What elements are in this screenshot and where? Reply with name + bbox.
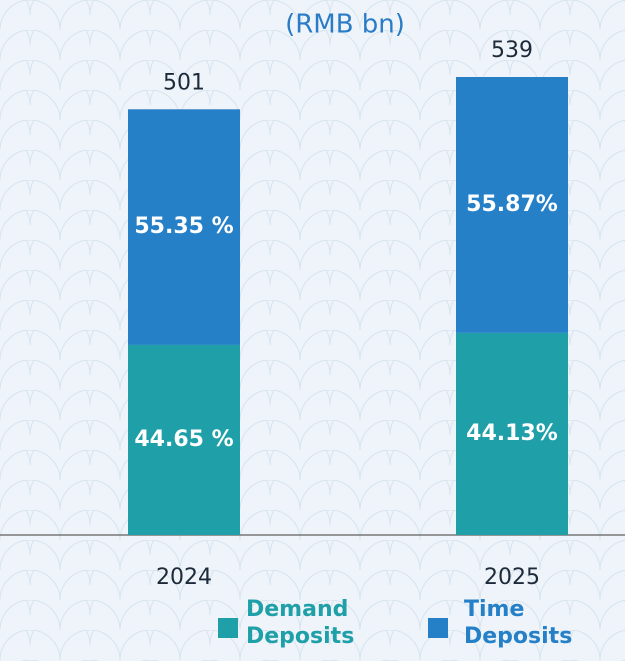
- bar-segment: [128, 109, 240, 345]
- data-label: 55.87%: [466, 192, 558, 217]
- x-tick-label: 2025: [484, 565, 540, 590]
- data-label: 44.65 %: [134, 427, 233, 452]
- data-label: 44.13%: [466, 421, 558, 446]
- legend-swatch: [218, 618, 238, 638]
- legend-label: Time Deposits: [464, 597, 573, 649]
- bar-segment: [128, 344, 240, 535]
- chart-subtitle: (RMB bn): [285, 10, 405, 40]
- total-label: 501: [163, 70, 205, 95]
- x-tick-label: 2024: [156, 565, 212, 590]
- legend-swatch: [428, 618, 448, 638]
- legend-label: Demand Deposits: [246, 597, 355, 649]
- total-label: 539: [491, 38, 533, 63]
- bar-segment: [456, 332, 568, 535]
- data-label: 55.35 %: [134, 214, 233, 239]
- bar-segment: [456, 77, 568, 333]
